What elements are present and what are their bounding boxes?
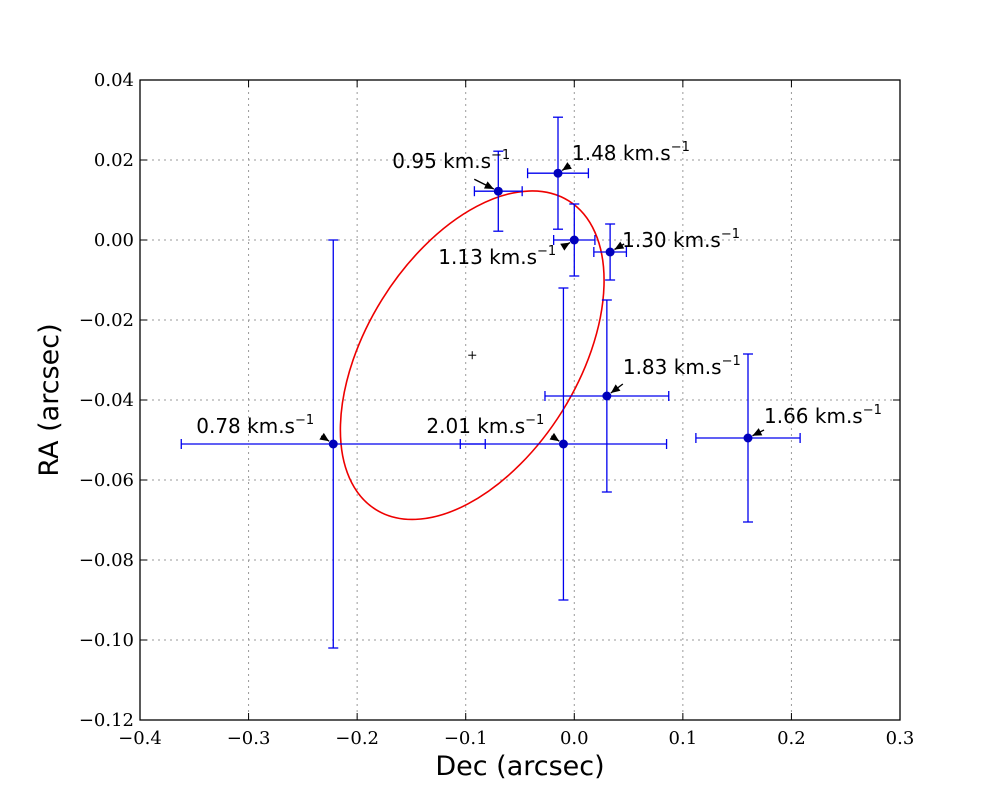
point-label: 1.13 km.s−1 bbox=[438, 244, 556, 269]
point-label-exponent: −1 bbox=[863, 403, 882, 418]
label-arrow-head bbox=[483, 181, 494, 189]
point-label-group: 1.83 km.s−1 bbox=[610, 354, 741, 394]
data-point-group bbox=[473, 150, 523, 232]
y-tick-label: −0.10 bbox=[79, 630, 134, 651]
y-tick-label: −0.08 bbox=[79, 550, 134, 571]
label-arrow-head bbox=[614, 241, 625, 250]
label-arrow-head bbox=[319, 432, 330, 442]
data-point bbox=[553, 168, 563, 178]
data-point bbox=[569, 235, 579, 245]
point-label-group: 2.01 km.s−1 bbox=[426, 413, 560, 442]
point-label-value: 1.13 km.s bbox=[438, 245, 537, 269]
y-tick-label: 0.04 bbox=[94, 70, 134, 91]
data-point-group bbox=[695, 353, 801, 523]
data-point-group bbox=[553, 203, 596, 277]
fitted-ellipse-group bbox=[339, 190, 605, 521]
data-point bbox=[328, 439, 338, 449]
point-label-value: 0.78 km.s bbox=[196, 414, 295, 438]
point-label-group: 1.30 km.s−1 bbox=[614, 227, 740, 252]
x-tick-label: −0.3 bbox=[227, 728, 271, 749]
point-label-group: 1.13 km.s−1 bbox=[438, 241, 571, 269]
point-label-exponent: −1 bbox=[537, 244, 556, 259]
label-arrow-head bbox=[562, 162, 572, 171]
data-point bbox=[602, 391, 612, 401]
point-label-value: 1.66 km.s bbox=[764, 404, 863, 428]
x-axis-label: Dec (arcsec) bbox=[435, 751, 604, 782]
point-label-value: 0.95 km.s bbox=[392, 149, 491, 173]
x-tick-label: −0.2 bbox=[335, 728, 379, 749]
point-label-value: 1.48 km.s bbox=[572, 141, 671, 165]
point-label-exponent: −1 bbox=[295, 413, 314, 428]
point-label: 1.48 km.s−1 bbox=[572, 140, 690, 165]
data-point bbox=[605, 247, 615, 257]
x-tick-label: 0.3 bbox=[886, 728, 915, 749]
point-label-group: 1.48 km.s−1 bbox=[561, 140, 690, 172]
point-label-exponent: −1 bbox=[491, 148, 510, 163]
fitted-ellipse bbox=[339, 190, 605, 521]
point-label-exponent: −1 bbox=[721, 227, 740, 242]
point-label: 1.83 km.s−1 bbox=[623, 354, 741, 379]
ticks: −0.4 −0.3 −0.2 −0.1 0.0 0.1 0.2 0.3 −0.12 −0.10 −0… bbox=[79, 70, 914, 749]
y-tick-label: 0.00 bbox=[94, 230, 134, 251]
point-label-value: 2.01 km.s bbox=[426, 414, 525, 438]
y-axis-label: RA (arcsec) bbox=[34, 323, 65, 476]
data-point bbox=[558, 439, 568, 449]
data-point-group bbox=[526, 116, 590, 230]
point-label-group: 0.78 km.s−1 bbox=[196, 413, 330, 442]
point-label-exponent: −1 bbox=[722, 354, 741, 369]
y-tick-label: −0.06 bbox=[79, 470, 134, 491]
point-label: 2.01 km.s−1 bbox=[426, 413, 544, 438]
data-point-group bbox=[593, 223, 628, 281]
point-label: 1.66 km.s−1 bbox=[764, 403, 882, 428]
point-label-value: 1.83 km.s bbox=[623, 355, 722, 379]
label-arrow-head bbox=[610, 384, 621, 393]
x-tick-label: 0.0 bbox=[560, 728, 589, 749]
x-tick-label: 0.2 bbox=[777, 728, 806, 749]
point-label-value: 1.30 km.s bbox=[622, 228, 721, 252]
data-series bbox=[180, 116, 801, 649]
y-tick-label: 0.02 bbox=[94, 150, 134, 171]
point-labels: 0.95 km.s−1 1.48 km.s−11.13 km.s−1 1.30 km… bbox=[196, 140, 882, 442]
point-label-exponent: −1 bbox=[671, 140, 690, 155]
point-label: 0.95 km.s−1 bbox=[392, 148, 510, 173]
point-label: 1.30 km.s−1 bbox=[622, 227, 740, 252]
label-arrow-head bbox=[752, 428, 763, 436]
point-label-group: 0.95 km.s−1 bbox=[392, 148, 510, 190]
y-tick-label: −0.04 bbox=[79, 390, 134, 411]
data-point-group bbox=[544, 299, 670, 493]
x-tick-label: −0.4 bbox=[118, 728, 162, 749]
data-point-group bbox=[459, 287, 668, 601]
point-label-group: 1.66 km.s−1 bbox=[752, 403, 882, 437]
data-point-group bbox=[180, 239, 486, 649]
label-arrow-head bbox=[560, 242, 570, 251]
data-point bbox=[493, 186, 503, 196]
grid bbox=[140, 80, 900, 720]
y-tick-label: −0.02 bbox=[79, 310, 134, 331]
y-tick-label: −0.12 bbox=[79, 710, 134, 731]
data-point bbox=[743, 433, 753, 443]
label-arrow-head bbox=[549, 432, 560, 442]
x-tick-label: 0.1 bbox=[669, 728, 698, 749]
point-label-exponent: −1 bbox=[525, 413, 544, 428]
point-label: 0.78 km.s−1 bbox=[196, 413, 314, 438]
x-tick-label: −0.1 bbox=[444, 728, 488, 749]
